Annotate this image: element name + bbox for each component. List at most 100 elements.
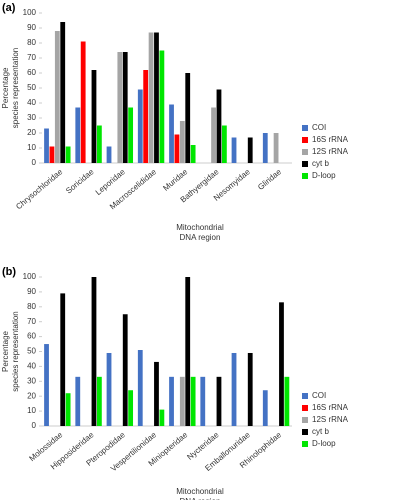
legend-label: COI xyxy=(312,391,326,400)
bar xyxy=(65,393,71,426)
legend-label: cyt b xyxy=(312,427,329,436)
legend-swatch xyxy=(302,405,308,411)
legend-swatch xyxy=(302,125,308,131)
bar xyxy=(221,125,227,163)
legend-label: 12S rRNA xyxy=(312,147,349,156)
bar xyxy=(44,128,49,163)
bar xyxy=(179,121,185,163)
bar xyxy=(128,107,134,163)
y-tick-label: 90 xyxy=(27,23,36,32)
y-tick-label: 90 xyxy=(27,287,36,296)
legend-swatch xyxy=(302,137,308,143)
legend-swatch xyxy=(302,429,308,435)
bar xyxy=(117,52,123,163)
y-axis-label: species representation xyxy=(11,48,20,129)
y-tick-label: 100 xyxy=(23,272,37,281)
legend-label: 16S rRNA xyxy=(312,403,349,412)
bar xyxy=(75,107,81,163)
bar xyxy=(231,137,237,163)
bar xyxy=(148,32,154,163)
y-tick-label: 20 xyxy=(27,128,36,137)
bar xyxy=(185,73,191,163)
bar xyxy=(159,50,165,163)
bar xyxy=(169,104,174,163)
bar xyxy=(159,409,165,426)
bar xyxy=(91,277,97,426)
y-tick-label: 50 xyxy=(27,347,36,356)
bar xyxy=(106,352,112,426)
bar xyxy=(185,277,191,426)
x-axis-label: Mitochondrial xyxy=(176,223,224,232)
y-tick-label: 0 xyxy=(32,158,37,167)
bar xyxy=(279,302,284,426)
y-tick-label: 20 xyxy=(27,391,36,400)
bar xyxy=(49,146,55,163)
bar xyxy=(106,146,112,163)
bar xyxy=(247,137,253,163)
bar xyxy=(262,390,268,426)
bar xyxy=(128,390,134,426)
legend-swatch xyxy=(302,173,308,179)
y-tick-label: 0 xyxy=(32,421,37,430)
x-axis-label: Mitochondrial xyxy=(176,487,224,496)
bar xyxy=(75,376,81,426)
panel-label: (a) xyxy=(2,2,16,14)
bar xyxy=(154,361,159,426)
bar xyxy=(65,146,71,163)
x-axis-label: DNA region xyxy=(180,497,221,500)
y-tick-label: 40 xyxy=(27,362,36,371)
y-tick-label: 50 xyxy=(27,83,36,92)
bar xyxy=(60,22,66,163)
legend-swatch xyxy=(302,161,308,167)
y-tick-label: 30 xyxy=(27,376,36,385)
bar xyxy=(143,70,149,163)
bar xyxy=(247,352,253,426)
y-tick-label: 70 xyxy=(27,317,36,326)
bar xyxy=(122,52,128,163)
x-tick-label: Soricidae xyxy=(64,167,96,196)
legend-swatch xyxy=(302,149,308,155)
bar xyxy=(169,376,174,426)
bar xyxy=(216,89,222,163)
bar xyxy=(211,107,216,163)
bar xyxy=(122,314,128,426)
legend-label: COI xyxy=(312,123,326,132)
legend-label: D-loop xyxy=(312,171,336,180)
bar xyxy=(216,376,222,426)
bar xyxy=(137,89,143,163)
panel-label: (b) xyxy=(2,266,16,278)
bar xyxy=(80,41,86,163)
y-tick-label: 40 xyxy=(27,98,36,107)
y-tick-label: 80 xyxy=(27,302,36,311)
bar xyxy=(154,32,159,163)
y-axis-label: species representation xyxy=(11,311,20,392)
bar xyxy=(174,134,180,163)
bar xyxy=(137,350,143,426)
y-tick-label: 60 xyxy=(27,68,36,77)
y-tick-label: 70 xyxy=(27,53,36,62)
y-tick-label: 10 xyxy=(27,143,36,152)
legend-swatch xyxy=(302,393,308,399)
bar xyxy=(96,125,102,163)
bar xyxy=(284,376,290,426)
legend-label: D-loop xyxy=(312,439,336,448)
legend-swatch xyxy=(302,417,308,423)
y-tick-label: 100 xyxy=(23,8,37,17)
bar xyxy=(54,31,60,163)
x-axis-label: DNA region xyxy=(180,233,221,242)
y-tick-label: 80 xyxy=(27,38,36,47)
y-tick-label: 60 xyxy=(27,332,36,341)
y-axis-label: Percentage xyxy=(1,330,10,371)
x-tick-label: Chrysochloridae xyxy=(14,167,64,211)
x-tick-label: Gliridae xyxy=(256,167,283,192)
y-axis-label: Percentage xyxy=(1,67,10,108)
bar xyxy=(231,352,237,426)
y-tick-label: 30 xyxy=(27,113,36,122)
legend-label: 12S rRNA xyxy=(312,415,349,424)
legend-label: 16S rRNA xyxy=(312,135,349,144)
x-tick-label: Muridae xyxy=(161,167,189,193)
bar xyxy=(262,133,268,163)
bar xyxy=(179,376,185,426)
legend-swatch xyxy=(302,441,308,447)
